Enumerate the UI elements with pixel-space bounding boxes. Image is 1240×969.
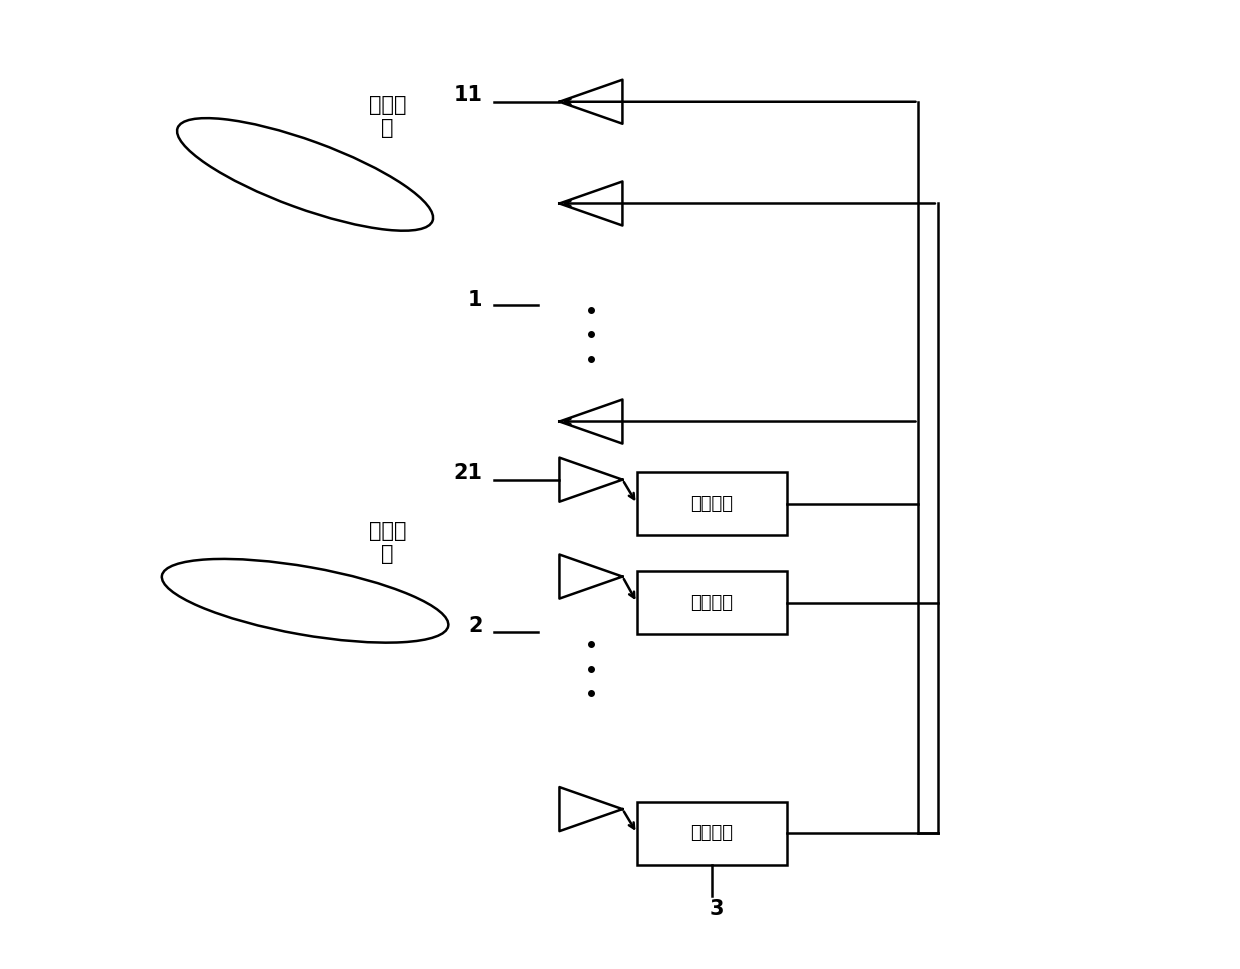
Text: 发射波
束: 发射波 束 (368, 95, 407, 138)
Text: 共轭模块: 共轭模块 (691, 825, 734, 842)
Text: 3: 3 (709, 899, 724, 919)
Text: 2: 2 (467, 616, 482, 636)
Text: 21: 21 (454, 463, 482, 483)
Text: 共轭模块: 共轭模块 (691, 495, 734, 513)
Text: 1: 1 (467, 291, 482, 310)
Text: 共轭模块: 共轭模块 (691, 594, 734, 611)
Text: 入射波
束: 入射波 束 (368, 521, 407, 564)
Text: 11: 11 (454, 85, 482, 105)
